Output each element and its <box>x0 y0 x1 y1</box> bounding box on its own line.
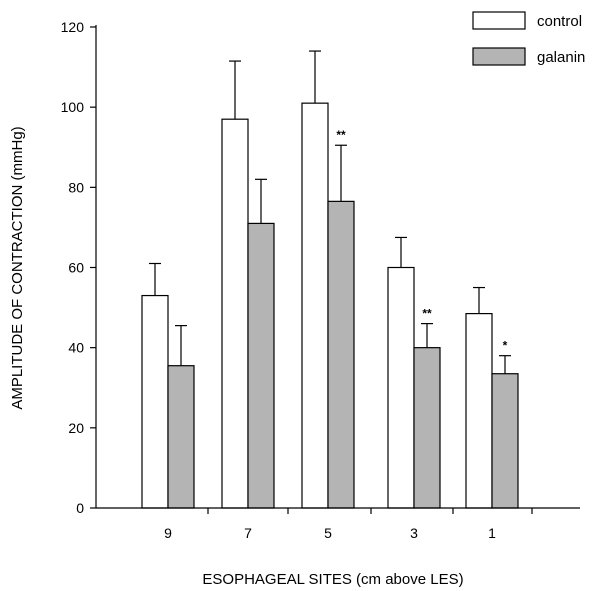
x-tick-label-7: 7 <box>244 525 252 541</box>
bar-galanin-5 <box>327 200 355 509</box>
y-tick-label-40: 40 <box>68 340 84 356</box>
y-tick-label-20: 20 <box>68 420 84 436</box>
significance-marker-5: ** <box>336 128 346 142</box>
y-tick-label-100: 100 <box>61 99 85 115</box>
x-axis-title: ESOPHAGEAL SITES (cm above LES) <box>202 571 463 588</box>
y-tick-label-80: 80 <box>68 179 84 195</box>
x-tick-label-5: 5 <box>324 525 332 541</box>
bar-galanin-9 <box>167 365 195 509</box>
y-tick-label-60: 60 <box>68 260 84 276</box>
y-tick-label-0: 0 <box>76 500 84 516</box>
y-axis-title: AMPLITUDE OF CONTRACTION (mmHg) <box>9 126 26 409</box>
axes-layer <box>90 25 580 514</box>
y-tick-label-120: 120 <box>61 19 85 35</box>
bar-galanin-7 <box>247 222 275 509</box>
bars-layer <box>141 102 519 509</box>
bar-control-9 <box>141 294 169 509</box>
bar-control-7 <box>221 118 249 509</box>
legend-label-control: control <box>537 13 582 30</box>
significance-marker-1: * <box>503 339 508 353</box>
legend-label-galanin: galanin <box>537 49 585 66</box>
x-tick-label-9: 9 <box>164 525 172 541</box>
legend-swatch-galanin <box>472 47 526 66</box>
bar-control-3 <box>387 266 415 509</box>
bar-galanin-1 <box>491 373 519 509</box>
x-tick-label-1: 1 <box>488 525 496 541</box>
error-bars-layer <box>149 50 511 374</box>
legend: control galanin <box>472 11 585 66</box>
x-tick-label-3: 3 <box>410 525 418 541</box>
bar-control-1 <box>465 312 493 509</box>
bar-control-5 <box>301 102 329 509</box>
legend-swatch-control <box>472 11 526 30</box>
significance-marker-3: ** <box>422 307 432 321</box>
bar-galanin-3 <box>413 347 441 509</box>
